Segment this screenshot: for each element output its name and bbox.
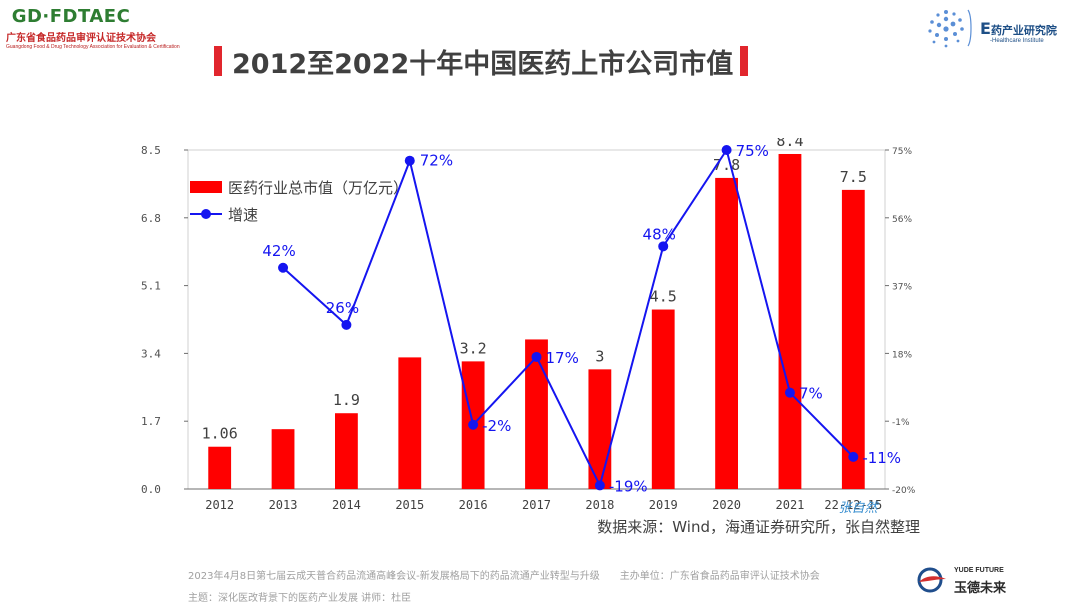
y-right-tick-label: 75% [892,147,912,157]
y-right-tick-label: 56% [892,215,912,225]
institute-logo: E药产业研究院 -Healthcare Institute [924,6,1072,50]
x-tick-label: 2017 [522,498,551,512]
bar-market-cap [525,339,548,489]
growth-point [784,387,795,398]
logo-name-en: Guangdong Food & Drug Technology Associa… [6,44,180,50]
x-tick-label: 22-12-15 [824,498,882,512]
logo-brand: GD·FDTAEC [11,6,131,27]
x-tick-label: 2020 [712,498,741,512]
yude-name-cn: 玉德未来 [954,581,1007,596]
market-cap-chart: 0.01.73.45.16.88.5-20%-1%18%37%56%75%1.0… [141,138,920,536]
title-bar-right [740,46,749,76]
data-source-note: 数据来源：Wind，海通证券研究所，张自然整理 [597,518,920,536]
y-left-tick-label: 8.5 [141,144,161,157]
bar-market-cap [841,189,865,489]
bar-market-cap [335,413,358,489]
bar-market-cap [651,309,675,489]
growth-point [531,351,542,362]
x-tick-label: 2015 [395,498,424,512]
institute-name-cn: 药产业研究院 [990,24,1057,37]
legend-bar-label: 医药行业总市值（万亿元） [228,179,408,197]
x-tick-label: 2013 [269,498,298,512]
bar-market-cap [271,429,295,489]
growth-point [594,480,605,491]
yude-emblem-icon [917,567,946,593]
bar-market-cap [208,446,232,489]
growth-value-label: 42% [262,242,295,260]
growth-value-label: -19% [609,477,648,495]
growth-value-label: 7% [799,385,823,403]
association-logo: GD·FDTAEC 广东省食品药品审评认证技术协会 Guangdong Food… [6,6,180,50]
growth-value-label: 75% [736,142,769,160]
logo-letter: E [980,19,991,38]
growth-point [468,419,479,430]
page-title-block: 2012至2022十年中国医药上市公司市值 [214,44,749,80]
bar-market-cap [588,369,612,489]
growth-point [278,262,289,273]
growth-point [721,145,732,155]
bar-market-cap [778,153,802,490]
author-signature: 张自然 [838,500,879,516]
bar-value-label: 4.5 [650,288,677,306]
legend-line-marker [201,209,211,219]
growth-point [848,451,859,462]
growth-value-label: 48% [643,225,676,243]
y-left-tick-label: 0.0 [141,483,161,496]
growth-value-label: 26% [326,299,359,317]
bar-market-cap [715,177,738,489]
x-tick-label: 2018 [585,498,614,512]
x-tick-label: 2016 [459,498,488,512]
y-right-tick-label: 37% [892,283,912,293]
logo-name-cn: 广东省食品药品审评认证技术协会 [6,33,156,44]
growth-value-label: 72% [420,152,453,170]
legend-line-label: 增速 [228,206,258,224]
growth-point [658,241,669,252]
growth-value-label: 17% [546,349,579,367]
title-bar-left [214,46,222,76]
y-right-tick-label: -20% [892,486,916,496]
globe-icon [928,9,972,48]
y-right-tick-label: -1% [892,418,910,428]
growth-line [282,147,855,489]
growth-value-label: -11% [862,449,901,467]
legend-bar-swatch [190,181,222,193]
growth-point [404,155,415,166]
bar-value-label: 1.9 [333,391,360,409]
page-title: 2012至2022十年中国医药上市公司市值 [232,48,734,80]
growth-point [341,319,352,330]
bar-value-label: 7.5 [840,168,867,186]
bar-value-label: 1.06 [202,425,238,443]
y-left-tick-label: 3.4 [141,347,161,360]
footer-topic: 主题：深化医改背景下的医药产业发展 讲师：杜臣 [188,593,412,604]
y-left-tick-label: 5.1 [141,280,161,293]
x-tick-label: 2019 [649,498,678,512]
x-tick-label: 2021 [776,498,805,512]
y-left-tick-label: 1.7 [141,415,161,428]
bar-value-label: 3 [595,347,604,365]
bar-market-cap [398,357,422,489]
y-right-tick-label: 18% [892,350,912,360]
yude-name-en: YUDE FUTURE [954,567,1004,574]
institute-name-en: -Healthcare Institute [990,38,1044,44]
yude-logo: YUDE FUTURE 玉德未来 [916,565,1016,596]
bar-value-label: 3.2 [460,339,487,357]
x-tick-label: 2012 [205,498,234,512]
x-tick-label: 2014 [332,498,361,512]
growth-value-label: -2% [482,417,511,435]
footer-event: 2023年4月8日第七届云成天普合药品流通高峰会议-新发展格局下的药品流通产业转… [188,571,820,582]
y-left-tick-label: 6.8 [141,212,161,225]
bar-value-label: 8.4 [776,138,803,150]
